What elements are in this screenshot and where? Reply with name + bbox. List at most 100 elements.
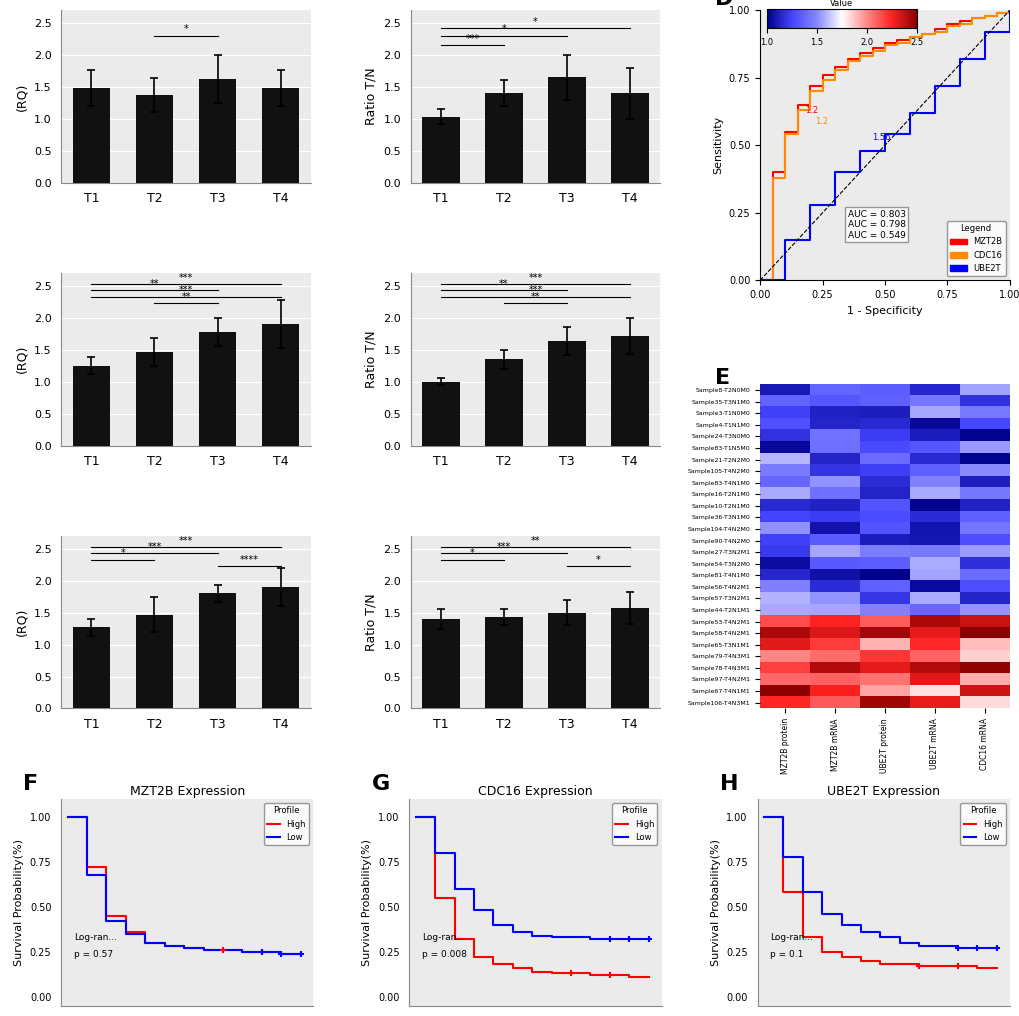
Text: ***: ***: [528, 272, 542, 282]
Low: [81, 869, 93, 881]
High: [931, 960, 944, 972]
Y-axis label: Sensitivity: Sensitivity: [712, 116, 722, 175]
High: [912, 960, 924, 972]
Bar: [199, 593, 236, 708]
High: [603, 969, 615, 981]
High: [565, 967, 577, 979]
Low: [623, 933, 635, 945]
Low: [565, 932, 577, 944]
Text: **: **: [530, 535, 540, 546]
X-axis label: 1 - Specificity: 1 - Specificity: [847, 306, 922, 316]
Low: [448, 883, 461, 895]
Line: Low: Low: [763, 817, 996, 948]
High: [448, 933, 461, 945]
Text: *: *: [120, 549, 125, 559]
High: [776, 886, 789, 898]
Text: *: *: [501, 24, 505, 35]
Text: G: G: [371, 774, 389, 795]
Low: [757, 811, 769, 823]
Text: ***: ***: [528, 285, 542, 296]
Low: [139, 937, 151, 949]
Low: [294, 948, 307, 960]
Low: [177, 942, 190, 954]
Y-axis label: Survival Probability(%): Survival Probability(%): [362, 839, 372, 966]
Text: **: **: [181, 292, 191, 302]
Text: Log-ran...: Log-ran...: [73, 934, 117, 943]
Low: [603, 933, 615, 945]
Low: [526, 930, 538, 942]
Text: Log-ran...: Log-ran...: [769, 934, 812, 943]
High: [256, 946, 268, 958]
High: [873, 958, 886, 970]
Y-axis label: (RQ): (RQ): [15, 82, 29, 111]
Low: [776, 850, 789, 863]
Low: [970, 942, 982, 954]
Bar: [547, 341, 585, 445]
Y-axis label: Ratio T/N: Ratio T/N: [365, 330, 377, 388]
High: [158, 941, 170, 953]
Bar: [136, 352, 173, 445]
Bar: [199, 332, 236, 445]
Text: ***: ***: [496, 542, 511, 552]
Low: [931, 941, 944, 953]
Low: [256, 946, 268, 958]
Text: p = 0.57: p = 0.57: [73, 950, 113, 959]
Low: [217, 944, 229, 956]
Bar: [72, 88, 110, 183]
Bar: [262, 587, 300, 708]
Low: [468, 904, 480, 916]
Text: *: *: [595, 555, 600, 565]
Text: ***: ***: [465, 34, 479, 44]
Low: [100, 915, 112, 928]
Text: ***: ***: [178, 535, 193, 546]
Bar: [610, 335, 648, 445]
High: [951, 960, 963, 972]
Low: [989, 942, 1002, 954]
Line: Low: Low: [67, 817, 301, 954]
Low: [410, 811, 422, 823]
Low: [545, 932, 557, 944]
High: [139, 937, 151, 949]
High: [854, 955, 866, 967]
Legend: High, Low: High, Low: [959, 803, 1005, 845]
Bar: [485, 360, 523, 445]
Text: 1.56: 1.56: [871, 133, 891, 142]
Low: [815, 908, 827, 920]
Y-axis label: (RQ): (RQ): [15, 345, 29, 374]
Bar: [485, 93, 523, 183]
Low: [61, 811, 73, 823]
Legend: MZT2B, CDC16, UBE2T: MZT2B, CDC16, UBE2T: [946, 220, 1005, 276]
Bar: [547, 77, 585, 183]
Low: [119, 928, 131, 940]
Bar: [610, 608, 648, 708]
Text: p = 0.008: p = 0.008: [422, 950, 467, 959]
Bar: [422, 619, 460, 708]
High: [893, 958, 905, 970]
Text: ***: ***: [147, 542, 161, 552]
Text: 1.2: 1.2: [804, 106, 817, 115]
High: [584, 969, 596, 981]
Text: E: E: [714, 368, 730, 388]
Bar: [547, 613, 585, 708]
Bar: [262, 324, 300, 445]
Text: Log-ran...: Log-ran...: [422, 934, 465, 943]
High: [623, 971, 635, 983]
High: [177, 942, 190, 954]
High: [410, 811, 422, 823]
Text: *: *: [183, 24, 189, 35]
Bar: [72, 366, 110, 445]
Low: [835, 918, 847, 931]
High: [198, 944, 210, 956]
High: [81, 862, 93, 874]
Text: **: **: [530, 292, 540, 302]
Line: High: High: [416, 817, 648, 977]
Y-axis label: Ratio T/N: Ratio T/N: [365, 67, 377, 125]
High: [642, 971, 654, 983]
High: [468, 951, 480, 963]
Low: [854, 926, 866, 938]
Y-axis label: Survival Probability(%): Survival Probability(%): [14, 839, 24, 966]
High: [757, 811, 769, 823]
Bar: [136, 96, 173, 183]
Bar: [199, 79, 236, 183]
Text: ***: ***: [178, 285, 193, 296]
